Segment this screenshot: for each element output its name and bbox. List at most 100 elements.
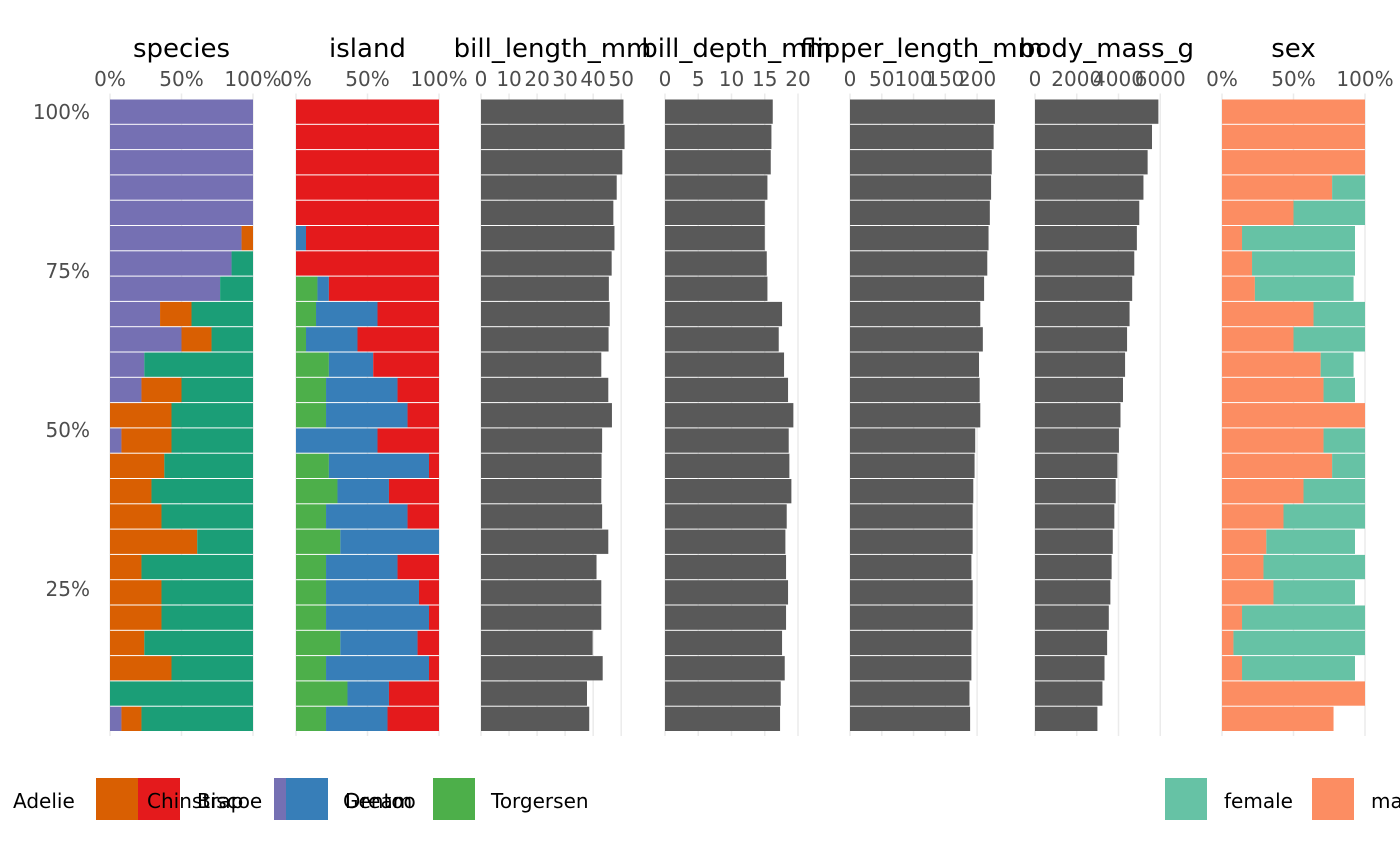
x-tick-label: 0: [1029, 67, 1042, 91]
x-tick-label: 100%: [224, 67, 281, 91]
bar: [1035, 706, 1098, 731]
bar-segment-female: [1266, 529, 1355, 554]
bar-segment-gentoo: [181, 377, 253, 403]
bar: [1035, 251, 1135, 276]
bar-segment-torgersen: [296, 276, 318, 301]
x-tick-label: 50: [869, 67, 894, 91]
bar-segment-female: [1254, 276, 1354, 301]
bar-segment-torgersen: [296, 630, 341, 656]
bar-segment-chinstrap: [141, 377, 182, 403]
bar-segment-torgersen: [296, 479, 338, 504]
bar-segment-adelie: [110, 226, 242, 251]
bar-segment-dream: [296, 428, 378, 453]
x-tick-label: 150: [926, 67, 964, 91]
bar-segment-male: [1222, 554, 1264, 580]
panel-island: island 0% 50% 100%: [280, 34, 468, 736]
bar-segment-biscoe: [418, 580, 439, 605]
bar-segment-chinstrap: [121, 428, 172, 453]
bar-segment-biscoe: [407, 403, 439, 428]
bar-segment-torgersen: [296, 453, 329, 478]
bar: [665, 226, 765, 251]
bar-segment-female: [1273, 580, 1355, 605]
bar: [1035, 656, 1105, 681]
bar: [1035, 529, 1113, 554]
bar-segment-biscoe: [296, 124, 439, 150]
bar-segment-gentoo: [231, 251, 253, 276]
x-tick-label: 0%: [1206, 67, 1238, 91]
bar: [481, 327, 609, 352]
bar-segment-dream: [326, 403, 408, 428]
bar: [481, 226, 615, 251]
panel-title: flipper_length_mm: [800, 34, 1043, 64]
bar-segment-male: [1222, 479, 1304, 504]
bar-segment-male: [1222, 706, 1334, 731]
bar: [1035, 554, 1112, 580]
x-tick-label: 0: [475, 67, 488, 91]
bar-segment-female: [1252, 251, 1355, 276]
bar-segment-biscoe: [428, 453, 439, 478]
bar-segment-dream: [337, 479, 389, 504]
bar-segment-torgersen: [296, 554, 327, 580]
panel-title: species: [133, 34, 230, 64]
bar-segment-male: [1222, 453, 1333, 478]
bar-segment-adelie: [110, 706, 122, 731]
bar: [481, 605, 602, 630]
bar-segment-torgersen: [296, 327, 307, 352]
bar: [1035, 301, 1130, 327]
panel-title: island: [329, 34, 406, 64]
bar: [481, 529, 609, 554]
legend-key-adelie: [274, 778, 286, 820]
bar: [1035, 175, 1144, 200]
bar-segment-gentoo: [171, 428, 253, 453]
bar-segment-dream: [326, 504, 408, 529]
bar: [481, 301, 610, 327]
x-tick-label: 10: [496, 67, 521, 91]
legend-group-sex: female male: [1165, 778, 1400, 820]
bar-segment-biscoe: [397, 554, 439, 580]
bar: [850, 175, 992, 200]
bar: [850, 428, 976, 453]
bar-segment-biscoe: [377, 428, 439, 453]
x-tick-label: 200: [958, 67, 996, 91]
bar: [850, 124, 994, 150]
bar: [850, 630, 972, 656]
bar-segment-dream: [328, 453, 429, 478]
bar-segment-adelie: [110, 251, 232, 276]
bar-segment-adelie: [110, 301, 161, 327]
bar: [481, 428, 603, 453]
bar-segment-chinstrap: [110, 554, 142, 580]
bar: [665, 200, 765, 225]
bar: [481, 630, 593, 656]
bar: [1035, 403, 1121, 428]
bar-segment-dream: [326, 656, 429, 681]
bar-segment-biscoe: [296, 99, 439, 124]
bar-segment-female: [1242, 656, 1355, 681]
x-tick-label: 0%: [280, 67, 312, 91]
legend-label-adelie: Adelie: [13, 789, 75, 813]
bar-segment-adelie: [110, 276, 221, 301]
bar-segment-biscoe: [388, 681, 439, 706]
bar: [665, 99, 773, 124]
bar-segment-male: [1222, 656, 1243, 681]
bar: [1035, 630, 1108, 656]
bar-segment-gentoo: [161, 580, 253, 605]
bar: [665, 580, 789, 605]
bar: [1035, 453, 1118, 478]
bar: [850, 656, 972, 681]
bar-segment-chinstrap: [110, 656, 172, 681]
y-tick-label: 50%: [46, 418, 90, 442]
bar: [481, 251, 612, 276]
bar: [1035, 276, 1133, 301]
bar: [481, 479, 602, 504]
bar: [1035, 327, 1128, 352]
bar: [665, 377, 789, 403]
x-tick-label: 50%: [345, 67, 389, 91]
bar-segment-gentoo: [161, 605, 253, 630]
bar-segment-gentoo: [164, 453, 253, 478]
bar-segment-dream: [326, 605, 429, 630]
panel-title: bill_depth_mm: [641, 34, 832, 64]
bar-segment-gentoo: [161, 504, 253, 529]
bar: [481, 200, 614, 225]
